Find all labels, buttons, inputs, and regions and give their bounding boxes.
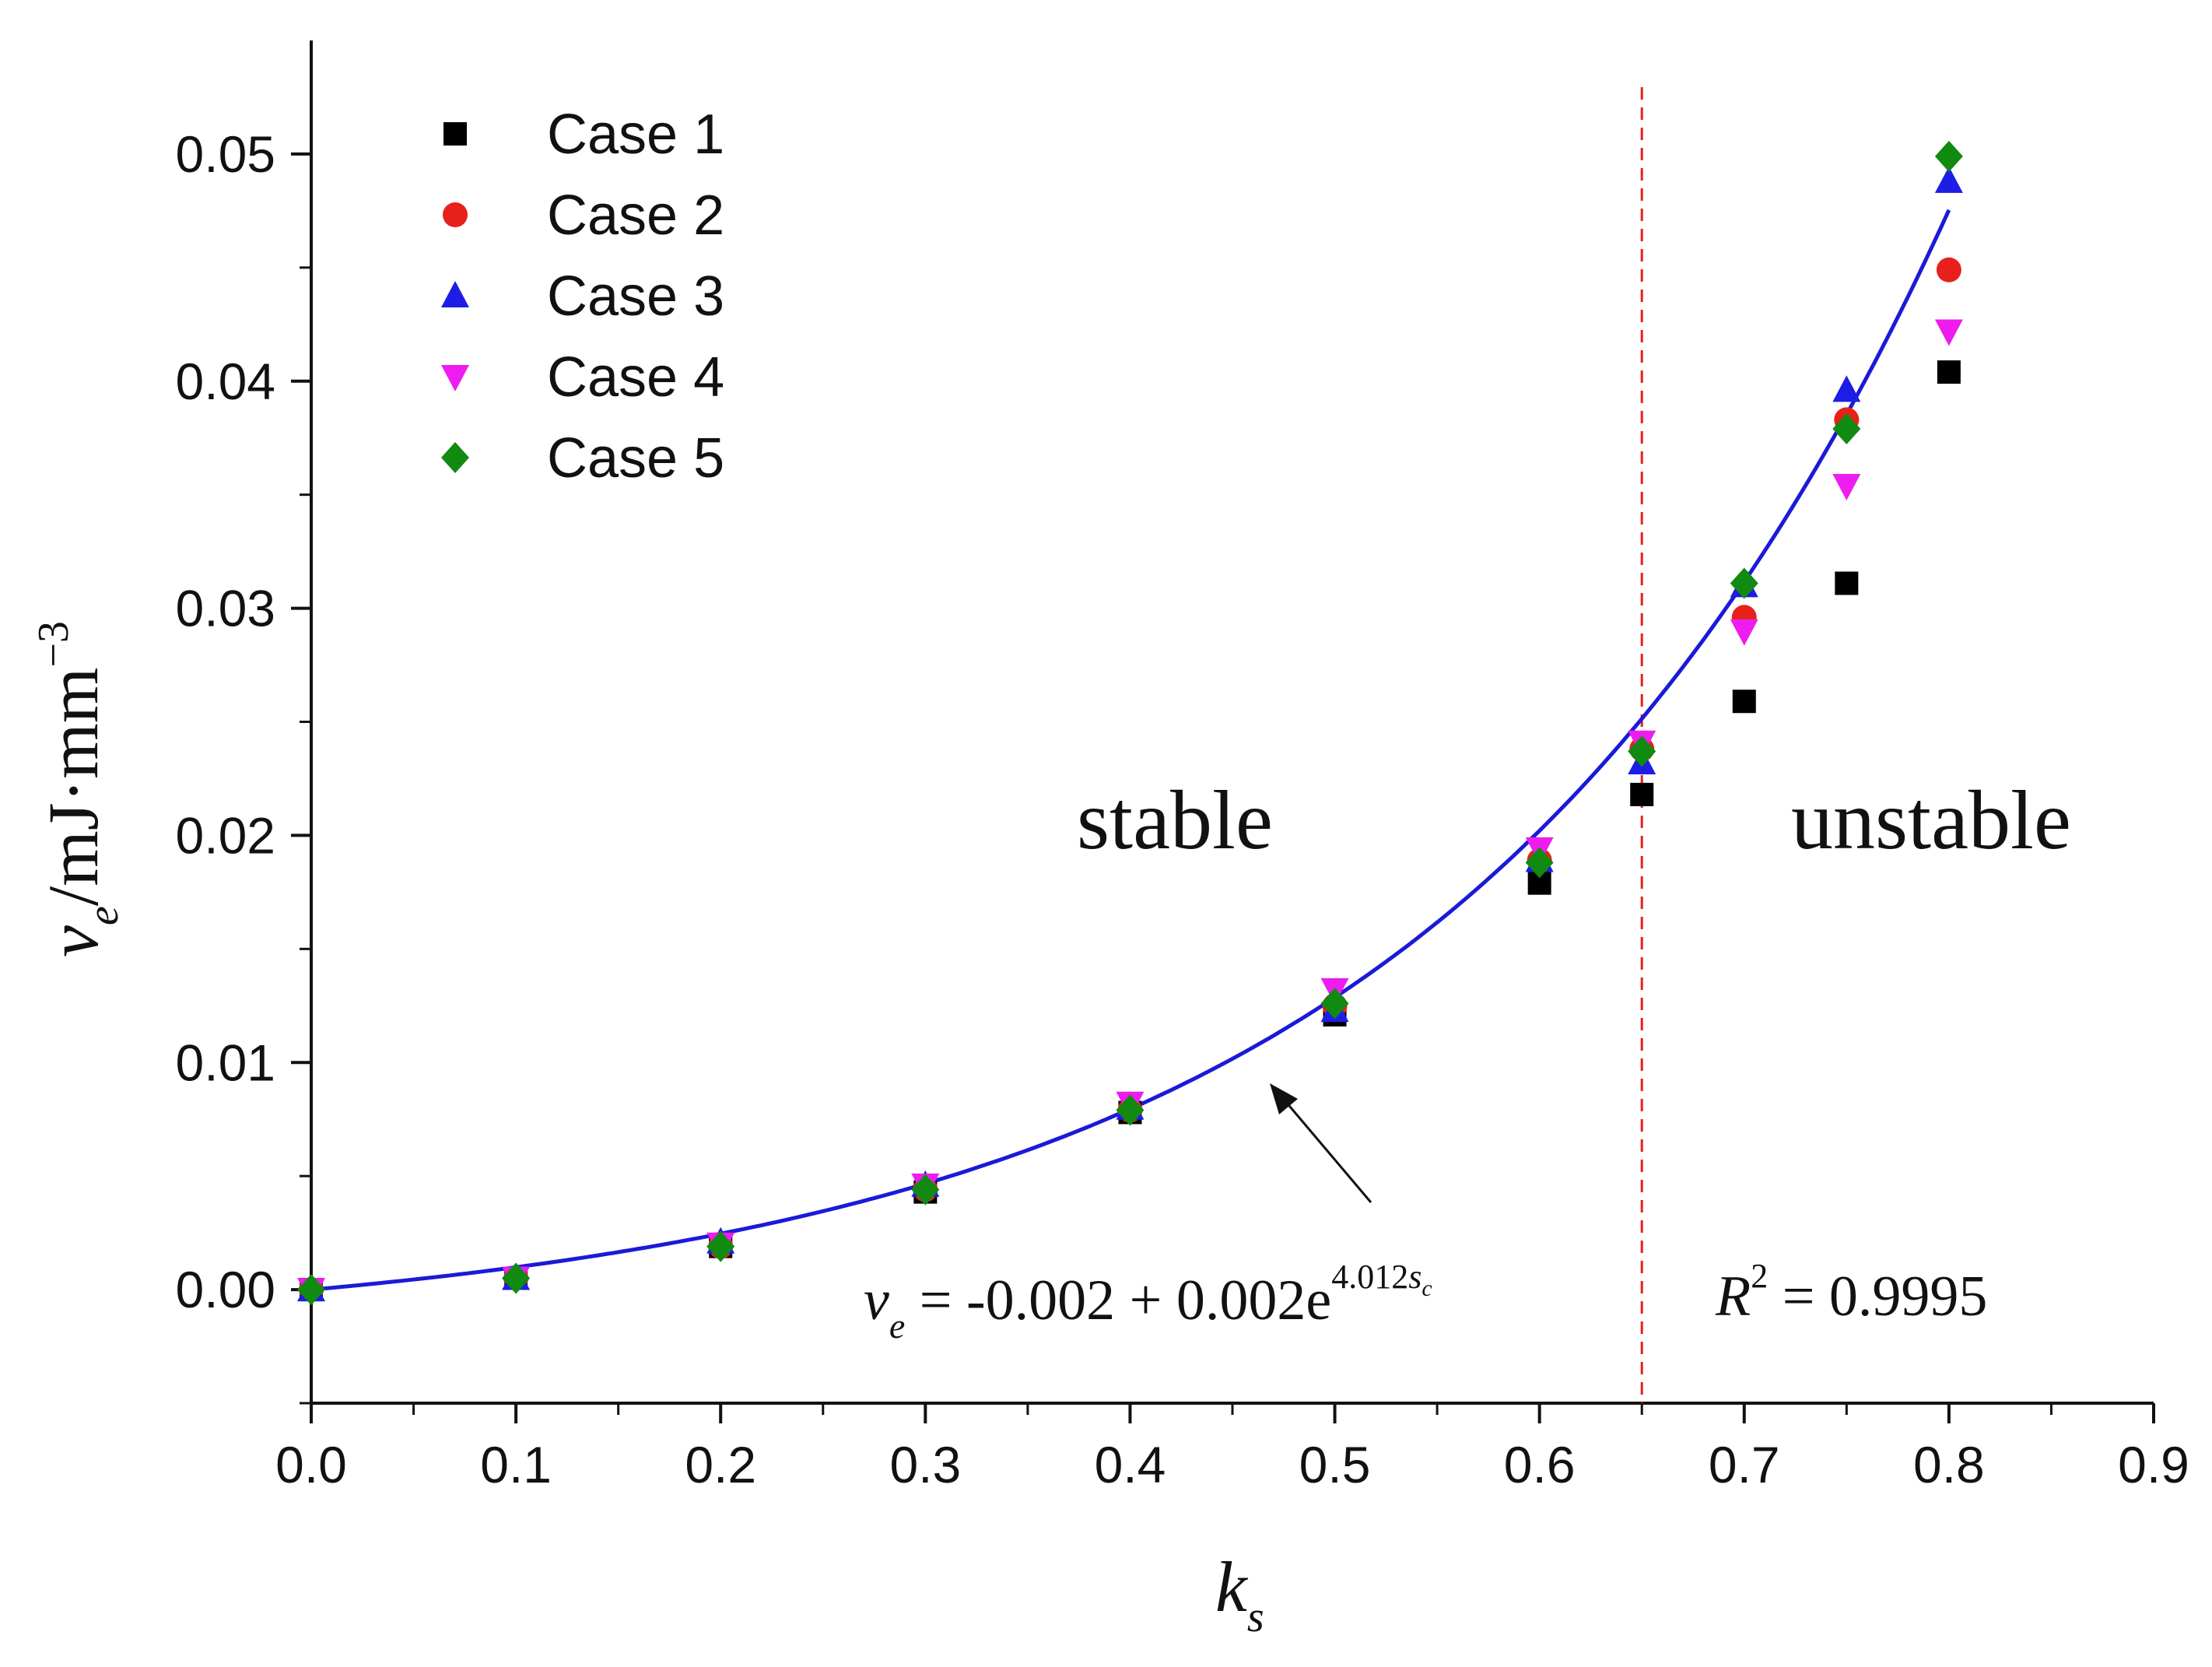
annotation-arrow-head — [1270, 1083, 1298, 1114]
y-axis-title: ve/mJ·mm−3 — [30, 621, 128, 957]
legend-marker — [441, 365, 469, 391]
data-markers — [297, 140, 1963, 1306]
data-point — [1320, 988, 1349, 1020]
data-point — [1525, 847, 1554, 879]
x-tick-label: 0.1 — [480, 1436, 552, 1493]
y-tick-label: 0.01 — [176, 1034, 275, 1091]
data-point — [1116, 1094, 1145, 1126]
y-tick-label: 0.00 — [176, 1261, 275, 1318]
data-point — [1832, 473, 1861, 500]
x-tick-label: 0.2 — [685, 1436, 756, 1493]
x-tick-label: 0.7 — [1709, 1436, 1780, 1493]
data-point — [1835, 571, 1859, 595]
data-point — [1934, 140, 1963, 172]
data-point — [706, 1230, 735, 1262]
data-point — [1832, 413, 1861, 445]
data-point — [1934, 166, 1963, 193]
x-axis-ticks: 0.0 0.1 0.2 0.3 0.4 0.5 0.6 0.7 0.8 0.9 — [275, 1403, 2189, 1493]
legend-label: Case 4 — [547, 346, 724, 409]
legend-marker — [441, 442, 469, 473]
x-tick-label: 0.5 — [1299, 1436, 1371, 1493]
data-point — [1730, 567, 1758, 599]
data-point — [911, 1174, 940, 1206]
data-point — [502, 1262, 531, 1294]
data-point — [297, 1274, 325, 1306]
legend: Case 1 Case 2 Case 3 Case 4 Case 5 — [441, 104, 724, 490]
data-point — [1630, 782, 1654, 806]
x-tick-label: 0.3 — [889, 1436, 961, 1493]
series-5 — [297, 140, 1963, 1306]
data-point — [1832, 375, 1861, 402]
legend-label: Case 5 — [547, 427, 724, 490]
legend-marker — [443, 122, 467, 146]
data-point — [1937, 360, 1961, 384]
legend-marker — [443, 202, 468, 227]
series-3 — [297, 166, 1963, 1302]
y-tick-label: 0.04 — [176, 353, 275, 410]
legend-label: Case 1 — [547, 104, 724, 166]
y-tick-label: 0.02 — [176, 806, 275, 864]
x-tick-label: 0.6 — [1504, 1436, 1576, 1493]
y-tick-label: 0.03 — [176, 580, 275, 637]
x-tick-label: 0.4 — [1095, 1436, 1166, 1493]
legend-label: Case 2 — [547, 184, 724, 247]
data-point — [1732, 690, 1756, 714]
data-point — [1934, 319, 1963, 346]
legend-label: Case 3 — [547, 265, 724, 328]
unstable-label: unstable — [1791, 774, 2071, 867]
data-point — [1730, 619, 1758, 646]
data-point — [1936, 257, 1961, 283]
x-tick-label: 0.9 — [2118, 1436, 2189, 1493]
stable-label: stable — [1077, 774, 1273, 867]
data-point — [1628, 735, 1656, 767]
y-tick-label: 0.05 — [176, 125, 275, 183]
x-tick-label: 0.8 — [1913, 1436, 1985, 1493]
annotation-arrow — [1284, 1100, 1372, 1203]
legend-marker — [441, 281, 469, 307]
y-axis-ticks: 0.00 0.01 0.02 0.03 0.04 0.05 — [176, 125, 311, 1405]
fit-equation: ve = -0.002 + 0.002e4.012sc — [864, 1258, 1432, 1346]
x-tick-label: 0.0 — [275, 1436, 347, 1493]
x-axis-title: ks — [1215, 1547, 1264, 1641]
r2-annotation: R2 = 0.9995 — [1715, 1257, 1987, 1328]
